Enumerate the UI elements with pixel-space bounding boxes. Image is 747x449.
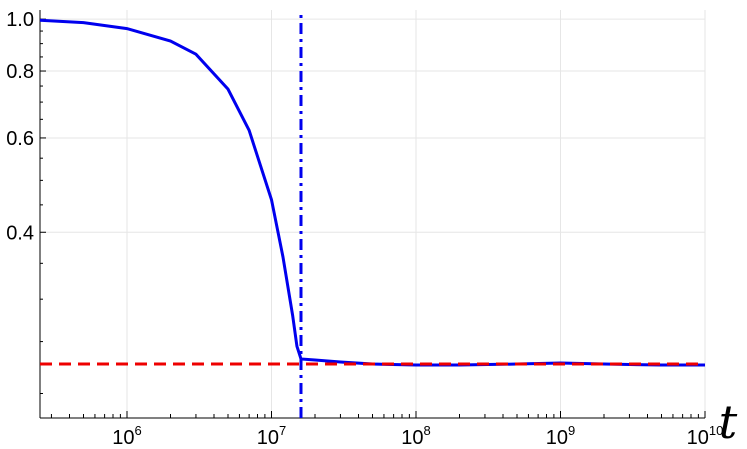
y-tick-label: 0.4 — [6, 222, 34, 244]
y-tick-label: 0.6 — [6, 128, 34, 150]
x-tick-label: 109 — [546, 423, 575, 449]
x-tick-label: 108 — [401, 423, 430, 449]
y-tick-label: 1.0 — [6, 9, 34, 31]
x-tick-label: 106 — [112, 423, 141, 449]
grid — [40, 10, 706, 418]
x-axis-label: t — [719, 395, 738, 449]
y-tick-label: 0.8 — [6, 61, 34, 83]
tick-labels: 106 107 108 109 1010 0.4 0.6 0.8 1.0 — [6, 9, 723, 449]
series-line-main — [39, 18, 705, 367]
x-tick-label: 107 — [257, 423, 286, 449]
axes — [39, 10, 706, 419]
series-group — [39, 10, 705, 418]
x-tick-label: 1010 — [687, 423, 724, 449]
